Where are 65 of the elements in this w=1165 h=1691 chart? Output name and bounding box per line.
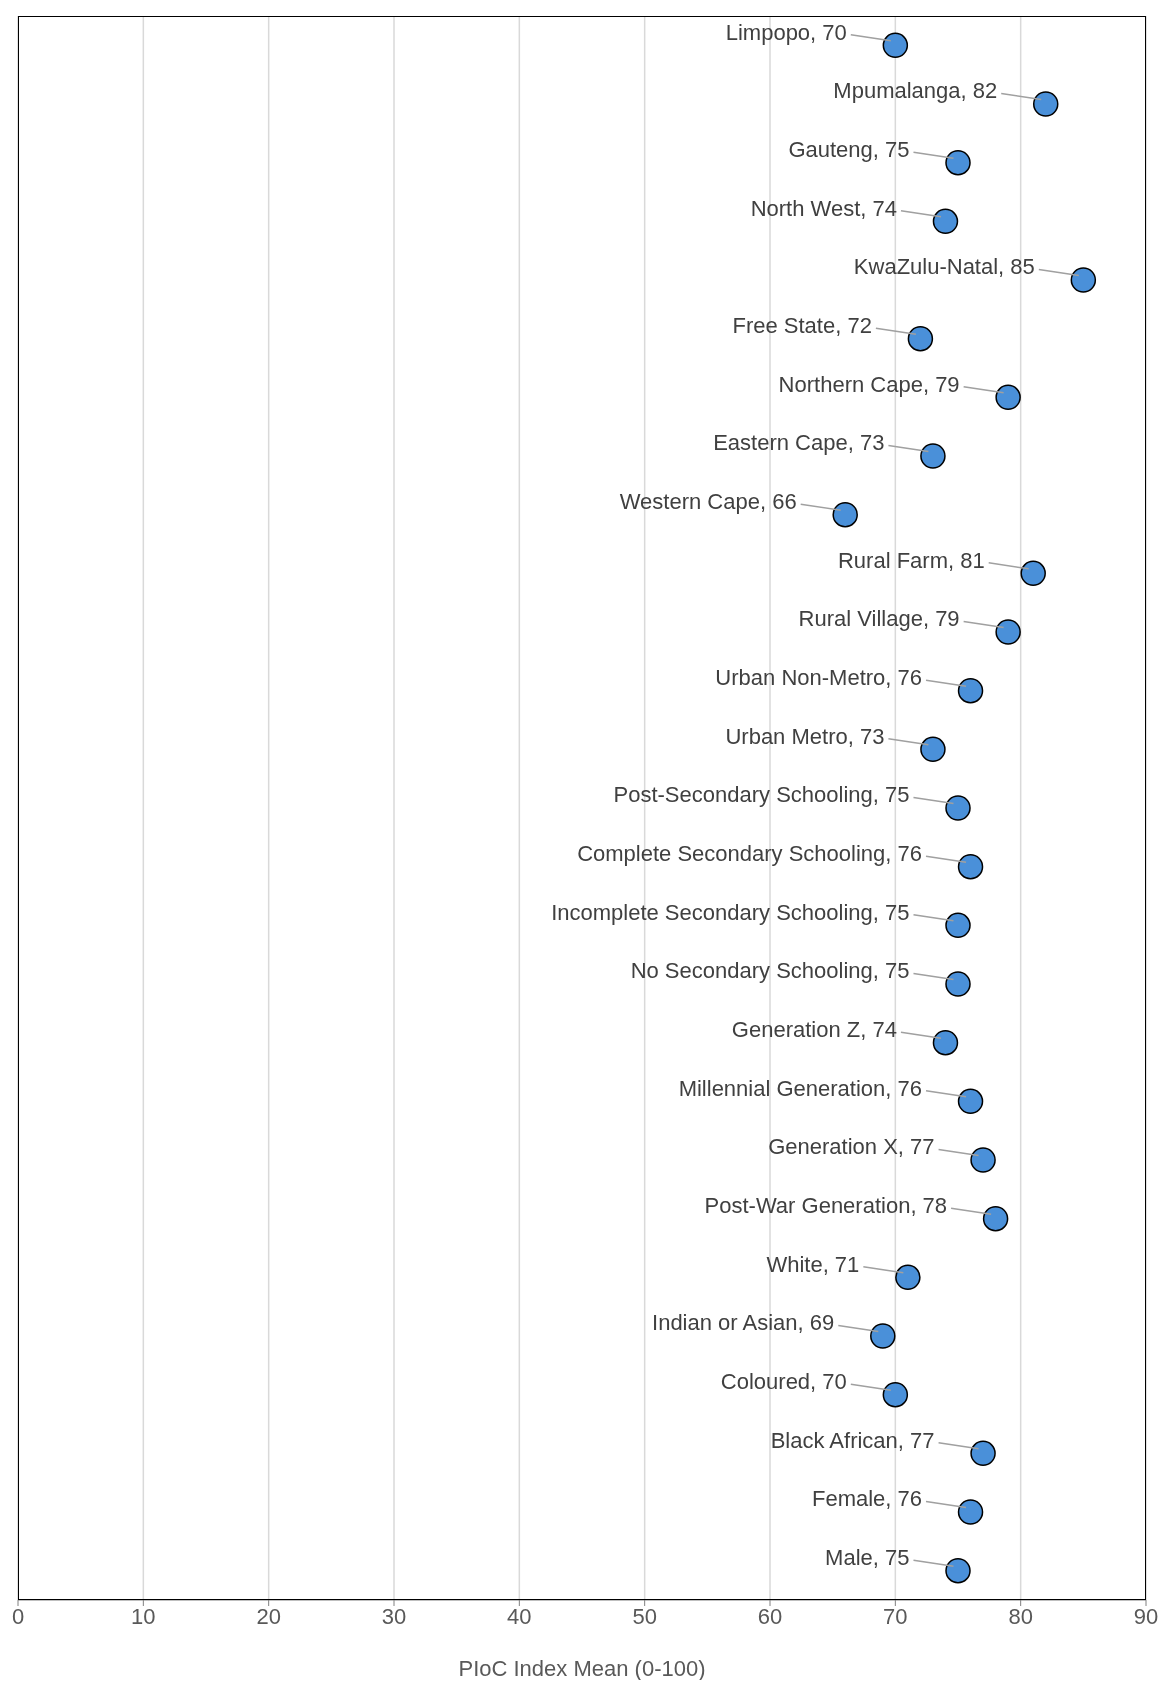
y-tick-label: Mpumalanga, 82 (833, 78, 998, 104)
y-tick-label: Black African, 77 (770, 1427, 935, 1453)
y-tick-label: Complete Secondary Schooling, 76 (577, 841, 923, 867)
y-tick-label: Male, 75 (825, 1545, 910, 1571)
y-tick-label: Northern Cape, 79 (778, 371, 960, 397)
y-tick-label: Post-Secondary Schooling, 75 (613, 782, 910, 808)
point (970, 1147, 996, 1173)
point (945, 149, 971, 176)
y-tick-label: Rural Farm, 81 (837, 547, 985, 573)
x-tick-label: 40 (507, 1603, 532, 1629)
point (957, 853, 984, 880)
y-tick-label: Limpopo, 70 (725, 19, 847, 45)
x-tick-label: 50 (632, 1603, 657, 1629)
y-tick-label: Generation Z, 74 (731, 1017, 897, 1043)
y-tick-label: Rural Village, 79 (798, 606, 960, 632)
y-tick-label: Eastern Cape, 73 (713, 430, 885, 456)
point (945, 795, 971, 821)
x-tick-label: 80 (1008, 1603, 1033, 1629)
point (995, 619, 1021, 645)
y-tick-label: Urban Metro, 73 (725, 723, 885, 749)
y-tick-label: North West, 74 (750, 195, 897, 221)
x-tick-label: 0 (11, 1603, 25, 1629)
y-tick-label: Millennial Generation, 76 (678, 1075, 923, 1101)
y-tick-label: Urban Non-Metro, 76 (715, 665, 923, 691)
y-tick-label: No Secondary Schooling, 75 (630, 958, 910, 984)
point (1032, 91, 1059, 117)
x-tick-label: 90 (1133, 1603, 1159, 1629)
x-tick-label: 10 (131, 1603, 156, 1629)
x-tick-label: 60 (757, 1603, 783, 1629)
point (932, 1029, 959, 1056)
y-tick-label: Female, 76 (811, 1486, 923, 1512)
point (907, 325, 934, 352)
x-tick-label: 70 (883, 1603, 908, 1629)
y-tick-label: Western Cape, 66 (619, 489, 797, 515)
y-tick-label: Post-War Generation, 78 (704, 1193, 948, 1219)
point (895, 1264, 921, 1291)
point (1020, 560, 1046, 587)
point (945, 971, 971, 997)
point (870, 1323, 896, 1349)
point (832, 501, 858, 528)
x-tick-label: 20 (256, 1603, 281, 1629)
point (882, 1381, 909, 1408)
point (932, 208, 959, 235)
point (957, 1088, 984, 1115)
point (982, 1205, 1009, 1232)
y-tick-label: Free State, 72 (732, 313, 872, 339)
point (945, 1557, 971, 1584)
y-tick-label: Generation X, 77 (768, 1134, 935, 1160)
point (920, 736, 946, 763)
point (920, 443, 946, 469)
y-tick-label: Gauteng, 75 (788, 137, 910, 163)
y-tick-label: White, 71 (766, 1251, 860, 1277)
point (970, 1440, 996, 1467)
y-tick-label: KwaZulu-Natal, 85 (853, 254, 1035, 280)
x-tick-label: 30 (381, 1603, 407, 1629)
point (995, 384, 1021, 411)
point (957, 1499, 984, 1525)
y-tick-label: Coloured, 70 (720, 1369, 847, 1395)
x-axis-title: PIoC Index Mean (0-100) (458, 1656, 706, 1681)
y-tick-label: Indian or Asian, 69 (652, 1310, 835, 1336)
point (945, 912, 971, 939)
point (882, 32, 909, 59)
point (957, 677, 984, 704)
y-tick-label: Incomplete Secondary Schooling, 75 (551, 899, 910, 925)
point (1070, 267, 1097, 293)
